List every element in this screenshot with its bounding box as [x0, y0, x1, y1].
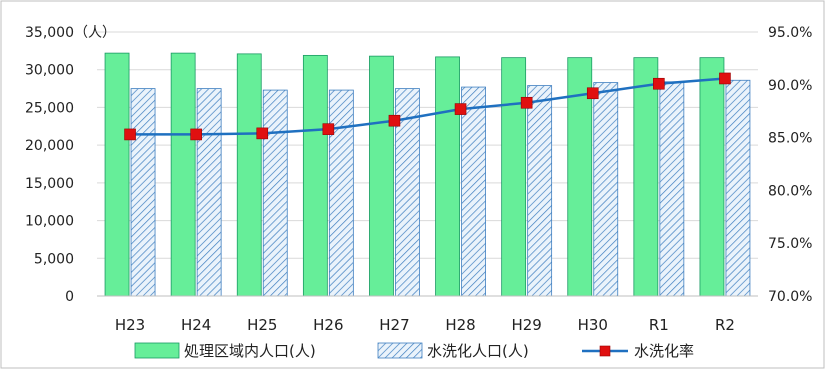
x-tick-label: R1	[649, 316, 669, 334]
left-tick-label: 15,000	[25, 176, 74, 192]
rate-marker	[322, 123, 335, 135]
x-tick-label: H24	[181, 316, 211, 334]
x-tick-label: R2	[715, 316, 735, 334]
bar-population	[369, 55, 394, 297]
bar-flush-population	[593, 82, 619, 297]
x-tick-label: H26	[313, 316, 343, 334]
bar-population	[170, 52, 196, 297]
legend-item-flush-population: 水洗化人口(人)	[377, 342, 529, 360]
y-unit-label: （人）	[74, 25, 116, 41]
legend: 処理区域内人口(人) 水洗化人口(人) 水洗化率	[134, 342, 694, 360]
rate-marker	[653, 77, 665, 90]
rate-marker	[388, 114, 401, 127]
left-tick-label: 20,000	[25, 138, 74, 154]
left-tick-label: 25,000	[25, 100, 74, 116]
x-tick-label: H27	[379, 316, 409, 334]
bar-flush-population	[328, 89, 354, 297]
rate-marker	[586, 87, 599, 100]
legend-swatch-flush-population	[377, 342, 423, 359]
rate-marker	[454, 103, 467, 115]
bar-population	[435, 56, 460, 297]
left-tick-label: 35,000	[25, 25, 74, 41]
x-axis: H23 H24 H25 H26 H27 H28 H29 H30 R1 R2	[97, 295, 758, 334]
legend-item-flush-rate: 水洗化率	[582, 342, 694, 360]
rate-marker	[719, 72, 731, 85]
bar-flush-population	[262, 89, 288, 297]
bar-population	[699, 57, 725, 297]
right-tick-label: 75.0%	[768, 236, 812, 252]
x-tick-label: H28	[445, 316, 475, 334]
left-tick-label: 5,000	[34, 251, 74, 267]
left-axis: 0 5,000 10,000 15,000 20,000 25,000 30,000 35,0…	[25, 25, 74, 305]
left-tick-label: 10,000	[25, 214, 74, 230]
left-tick-label: 30,000	[25, 63, 74, 79]
legend-swatch-population	[134, 342, 180, 359]
rate-marker	[256, 127, 269, 140]
legend-label-population: 処理区域内人口(人)	[184, 342, 316, 360]
left-tick-label: 0	[65, 289, 74, 305]
right-tick-label: 85.0%	[768, 131, 812, 147]
rate-line	[124, 72, 731, 141]
x-tick-label: H29	[511, 316, 541, 334]
rate-marker	[190, 128, 202, 141]
right-tick-label: 80.0%	[768, 183, 812, 199]
bar-population	[633, 57, 659, 297]
bar-flush-population	[527, 85, 553, 297]
rate-marker	[124, 128, 136, 141]
legend-marker-flush-rate	[599, 345, 611, 357]
bar-flush-population	[461, 86, 486, 297]
bar-flush-population	[130, 88, 156, 297]
bar-flush-population	[659, 81, 685, 297]
right-tick-label: 90.0%	[768, 78, 812, 94]
rate-line-path	[130, 77, 726, 136]
bar-flush-population	[725, 79, 751, 297]
right-tick-label: 70.0%	[768, 289, 812, 305]
bar-population	[302, 54, 328, 297]
legend-item-population: 処理区域内人口(人)	[134, 342, 316, 360]
right-axis: 70.0% 75.0% 80.0% 85.0% 90.0% 95.0%	[768, 25, 812, 305]
right-tick-label: 95.0%	[768, 25, 812, 41]
bar-flush-population	[196, 88, 222, 297]
x-tick-label: H30	[578, 316, 608, 334]
legend-label-flush-population: 水洗化人口(人)	[427, 342, 529, 360]
bar-population	[104, 52, 130, 297]
legend-label-flush-rate: 水洗化率	[634, 342, 694, 360]
x-tick-label: H23	[115, 316, 145, 334]
bar-population	[501, 57, 527, 297]
bars	[104, 52, 751, 297]
bar-population	[236, 53, 262, 297]
rate-marker	[520, 96, 533, 109]
x-tick-label: H25	[247, 316, 277, 334]
